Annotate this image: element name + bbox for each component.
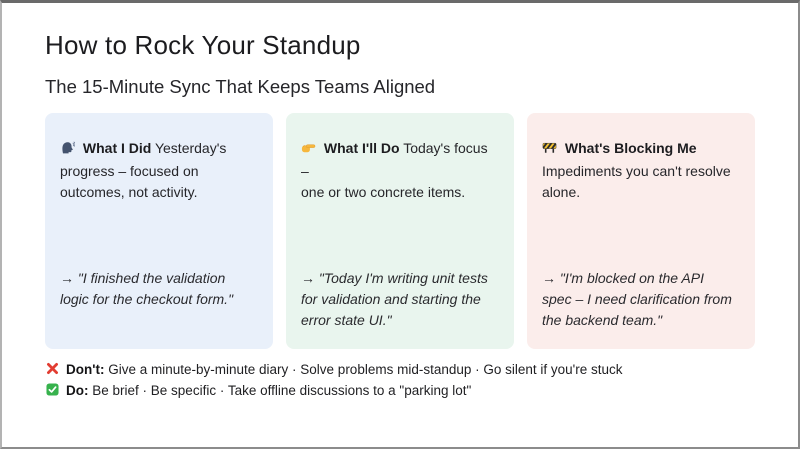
standup-cards: What I Did Yesterday's progress – focuse… bbox=[45, 113, 755, 350]
card-what-ill-do: What I'll Do Today's focus – one or two … bbox=[286, 113, 514, 350]
card-description: Impediments you can't resolve alone. bbox=[542, 163, 731, 201]
cross-mark-icon bbox=[46, 362, 59, 380]
card-what-ill-do-heading: What I'll Do Today's focus – one or two … bbox=[301, 138, 499, 203]
rules-list: Don't: Give a minute-by-minute diary · S… bbox=[45, 360, 755, 401]
construction-icon bbox=[542, 140, 557, 161]
page-subtitle: The 15-Minute Sync That Keeps Teams Alig… bbox=[45, 76, 436, 98]
card-example-quote: → "I'm blocked on the API spec – I need … bbox=[542, 270, 732, 329]
card-what-i-did: What I Did Yesterday's progress – focuse… bbox=[45, 113, 273, 350]
pointing-right-icon bbox=[301, 140, 316, 161]
card-description: Today's focus – one or two concrete item… bbox=[301, 140, 488, 201]
card-example-quote: → "I finished the validation logic for t… bbox=[60, 270, 234, 308]
card-description: Yesterday's progress – focused on outcom… bbox=[60, 140, 227, 201]
card-example-quote: → "Today I'm writing unit tests for vali… bbox=[301, 270, 488, 329]
card-title: What I'll Do bbox=[323, 140, 400, 157]
speaking-head-icon bbox=[60, 140, 76, 161]
rule-dont-text: Don't: Give a minute-by-minute diary · S… bbox=[66, 360, 623, 379]
card-whats-blocking-me-heading: What's Blocking Me Impediments you can't… bbox=[542, 138, 740, 203]
rule-label: Don't: bbox=[66, 362, 105, 378]
rule-do: Do: Be brief · Be specific · Take offlin… bbox=[45, 381, 755, 401]
rule-dont: Don't: Give a minute-by-minute diary · S… bbox=[45, 360, 755, 380]
card-title: What's Blocking Me bbox=[564, 140, 697, 157]
card-title: What I Did bbox=[82, 140, 152, 157]
card-whats-blocking-me: What's Blocking Me Impediments you can't… bbox=[527, 113, 755, 350]
page-title: How to Rock Your Standup bbox=[45, 30, 361, 60]
rule-body: Be brief · Be specific · Take offline di… bbox=[92, 383, 472, 399]
check-mark-icon bbox=[46, 383, 59, 401]
card-what-i-did-heading: What I Did Yesterday's progress – focuse… bbox=[60, 138, 258, 203]
rule-label: Do: bbox=[66, 383, 89, 399]
rule-do-text: Do: Be brief · Be specific · Take offlin… bbox=[66, 381, 471, 400]
rule-body: Give a minute-by-minute diary · Solve pr… bbox=[108, 362, 623, 378]
